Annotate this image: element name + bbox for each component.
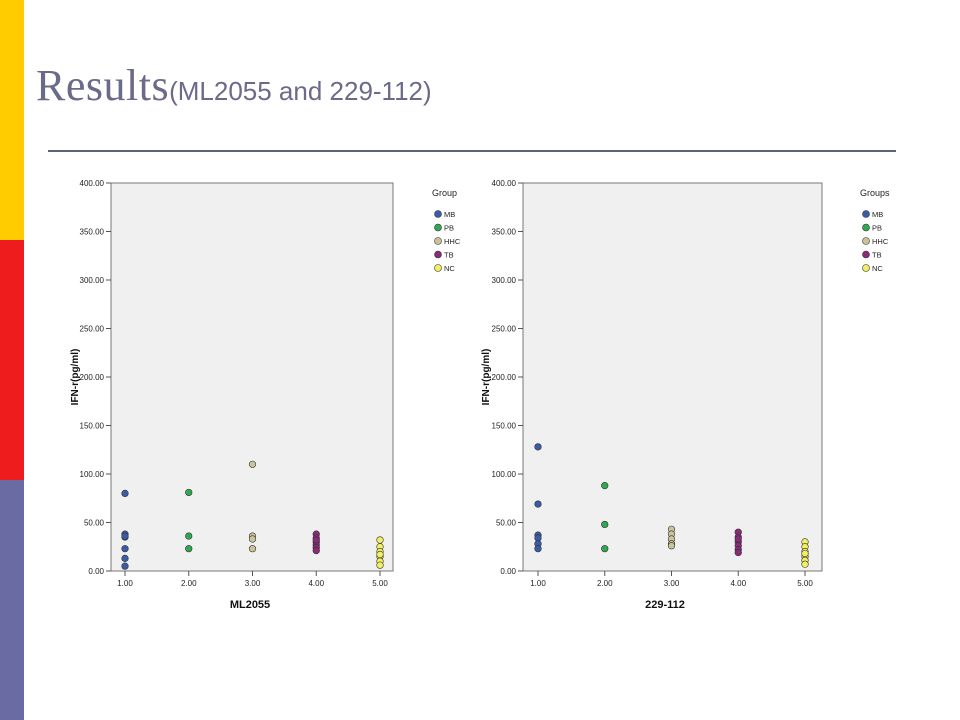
y-axis-label: IFN-r(pg/ml) [70,349,81,406]
x-tick-label: 4.00 [730,579,746,588]
y-tick-label: 0.00 [500,567,516,576]
accent-stripe-red [0,240,24,480]
legend-marker-mb [434,210,442,218]
accent-stripe-yellow [0,0,24,240]
legend-marker-hhc [862,237,870,245]
legend-marker-hhc [434,237,442,245]
y-tick-label: 250.00 [80,325,105,334]
legend-label-pb: PB [872,224,882,233]
x-tick-label: 2.00 [597,579,613,588]
data-point-hhc [667,542,676,550]
y-tick-label: 400.00 [492,179,517,188]
y-tick-label: 100.00 [492,470,517,479]
x-axis-label: 229-112 [645,599,685,611]
data-point-mb [121,489,129,498]
y-tick-label: 200.00 [80,373,105,382]
y-tick-label: 200.00 [492,373,517,382]
data-point-pb [185,488,193,497]
data-point-mb [121,545,129,553]
legend-label-tb: TB [872,251,882,260]
y-tick-label: 350.00 [80,228,105,237]
data-point-tb [312,547,320,555]
legend-label-nc: NC [872,264,883,273]
data-point-pb [185,545,193,553]
legend-label-hhc: HHC [444,237,461,246]
legend-label-hhc: HHC [872,237,889,246]
y-axis-label: IFN-r(pg/ml) [481,349,492,406]
slide-title-sub: (ML2055 and 229-112) [169,76,432,106]
y-tick-label: 0.00 [88,567,104,576]
data-point-nc [801,560,809,568]
legend-label-mb: MB [444,210,455,219]
y-tick-label: 100.00 [80,470,105,479]
y-tick-label: 350.00 [492,228,517,237]
data-point-mb [121,562,129,570]
legend-label-tb: TB [444,251,454,260]
plot-area [522,182,823,572]
y-tick-label: 300.00 [80,276,105,285]
x-tick-label: 1.00 [117,579,133,588]
x-axis-label: ML2055 [230,599,270,611]
data-point-nc [376,561,384,569]
y-tick-label: 400.00 [80,179,105,188]
x-tick-label: 3.00 [664,579,680,588]
data-point-mb [534,545,542,553]
data-point-mb [121,532,129,540]
legend-label-mb: MB [872,210,883,219]
data-point-pb [601,545,609,553]
legend-title: Groups [860,188,890,198]
data-point-mb [121,554,129,562]
data-point-hhc [248,460,257,468]
legend-marker-nc [862,264,870,272]
data-point-mb [534,443,542,451]
data-point-mb [534,500,542,508]
x-tick-label: 4.00 [308,579,324,588]
data-point-tb [734,535,742,543]
data-point-hhc [248,535,257,543]
slide-title: Results(ML2055 and 229-112) [36,60,432,111]
legend-title: Group [432,188,457,198]
accent-stripe-blue [0,480,24,720]
data-point-pb [185,532,193,540]
legend-marker-nc [434,264,442,272]
scatter-chart-ml2055: 0.00 50.00 100.00 150.00 200.00 250.00 300.00 3… [70,179,461,611]
x-tick-label: 5.00 [372,579,388,588]
x-tick-label: 5.00 [797,579,813,588]
x-tick-label: 3.00 [245,579,261,588]
y-tick-label: 50.00 [496,519,517,528]
legend-marker-tb [862,250,870,259]
y-tick-label: 50.00 [84,519,105,528]
data-point-hhc [248,545,257,553]
legend-marker-pb [434,223,442,232]
legend-label-pb: PB [444,224,454,233]
x-tick-label: 1.00 [530,579,546,588]
y-tick-label: 150.00 [492,422,517,431]
plot-area [110,182,394,572]
legend-marker-pb [862,223,870,232]
y-tick-label: 300.00 [492,276,517,285]
data-point-tb [734,548,742,557]
data-point-tb [312,536,320,544]
data-point-nc [801,549,809,558]
data-point-pb [601,482,609,490]
title-divider [48,150,896,152]
legend-label-nc: NC [444,264,455,273]
legend-marker-tb [434,250,442,259]
data-point-pb [601,520,609,529]
data-point-nc [376,550,384,559]
y-tick-label: 150.00 [80,422,105,431]
slide-title-main: Results [36,61,170,110]
legend-marker-mb [862,210,870,218]
y-tick-label: 250.00 [492,325,517,334]
x-tick-label: 2.00 [181,579,197,588]
